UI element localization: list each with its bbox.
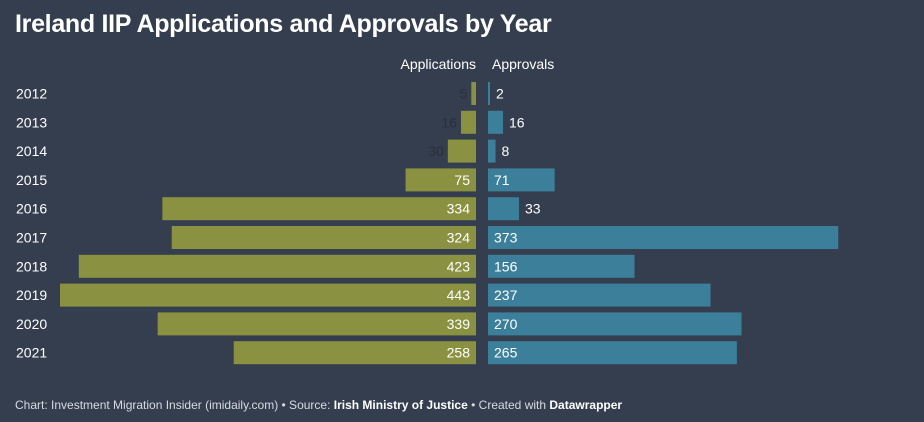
applications-bar: [233, 341, 476, 365]
approvals-bar: [488, 82, 490, 105]
applications-value: 30: [428, 143, 444, 159]
approvals-value: 8: [502, 143, 510, 159]
approvals-bar: [488, 254, 635, 278]
footer-middle: • Created with: [467, 398, 550, 412]
chart-title: Ireland IIP Applications and Approvals b…: [15, 10, 552, 38]
approvals-value: 237: [494, 287, 518, 303]
approvals-value: 156: [494, 258, 518, 274]
approvals-bar: [488, 226, 839, 249]
approvals-bar: [488, 197, 519, 221]
butterfly-bar-chart: 2012 5 2 2013 16 16 2014 30 8 2015 75 71 2016 334 33 20…: [16, 82, 839, 365]
approvals-value: 265: [494, 345, 518, 361]
approvals-value: 33: [525, 201, 541, 217]
applications-bar: [171, 226, 476, 249]
year-label: 2020: [16, 316, 47, 332]
applications-bar: [162, 197, 476, 221]
year-label: 2013: [16, 114, 47, 130]
applications-value: 339: [447, 316, 471, 332]
footer-tool: Datawrapper: [549, 398, 623, 412]
year-label: 2019: [16, 287, 47, 303]
approvals-bar: [488, 312, 742, 336]
approvals-value: 270: [494, 316, 518, 332]
applications-bar: [460, 110, 476, 134]
year-label: 2014: [16, 143, 47, 159]
applications-value: 5: [460, 86, 468, 102]
chart-footer: Chart: Investment Migration Insider (imi…: [15, 398, 622, 412]
year-label: 2015: [16, 172, 47, 188]
approvals-bar: [488, 283, 711, 307]
footer-source: Irish Ministry of Justice: [333, 398, 468, 412]
approvals-bar: [488, 341, 737, 365]
applications-value: 258: [447, 345, 471, 361]
approvals-value: 16: [509, 114, 525, 130]
year-label: 2021: [16, 345, 47, 361]
applications-value: 443: [447, 287, 471, 303]
applications-bar: [60, 283, 476, 307]
applications-value: 16: [441, 114, 457, 130]
applications-bar: [157, 312, 477, 336]
year-label: 2017: [16, 230, 47, 246]
approvals-bar: [488, 139, 496, 163]
footer-prefix: Chart: Investment Migration Insider (imi…: [15, 398, 334, 412]
year-label: 2018: [16, 258, 47, 274]
year-label: 2016: [16, 201, 47, 217]
applications-header: Applications: [400, 56, 477, 72]
applications-bar: [78, 254, 476, 278]
applications-value: 75: [454, 172, 470, 188]
approvals-bar: [488, 110, 504, 134]
approvals-header: Approvals: [492, 56, 555, 72]
approvals-bar: [488, 168, 555, 192]
approvals-value: 2: [496, 86, 504, 102]
approvals-value: 373: [494, 230, 518, 246]
applications-bar: [471, 82, 476, 105]
applications-bar: [447, 139, 476, 163]
applications-value: 334: [447, 201, 471, 217]
year-label: 2012: [16, 86, 47, 102]
applications-value: 324: [447, 230, 471, 246]
applications-bar: [405, 168, 476, 192]
applications-value: 423: [447, 258, 471, 274]
approvals-value: 71: [494, 172, 510, 188]
